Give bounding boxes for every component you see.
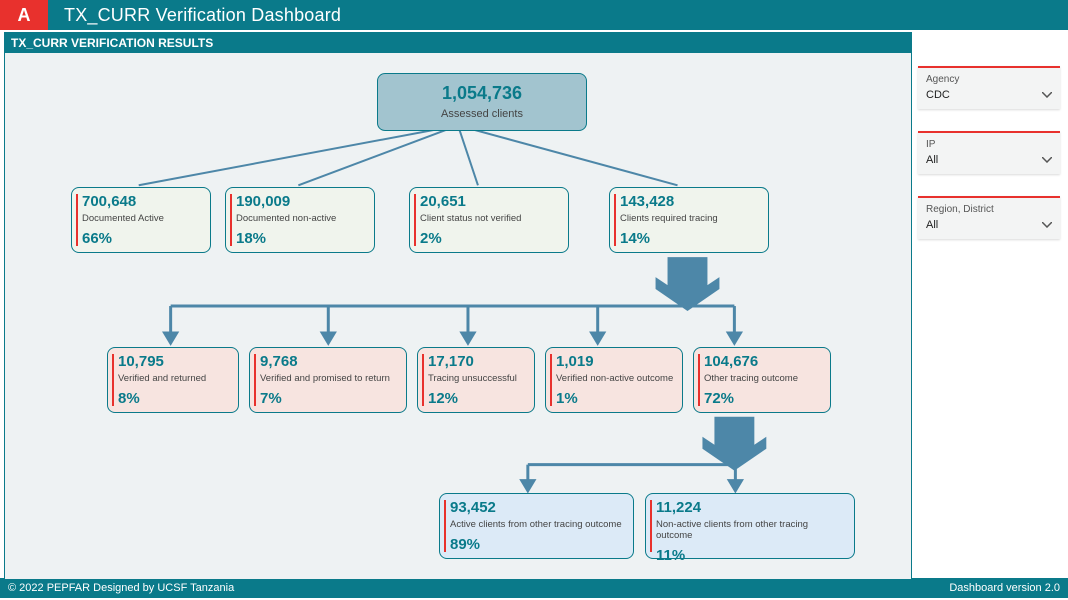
node-percent: 2%: [420, 230, 560, 247]
node-verified-promised: 9,768 Verified and promised to return 7%: [249, 347, 407, 413]
node-tracing-unsuccessful: 17,170 Tracing unsuccessful 12%: [417, 347, 535, 413]
filter-label: IP: [926, 139, 1052, 150]
node-label: Client status not verified: [420, 213, 560, 224]
node-other-tracing: 104,676 Other tracing outcome 72%: [693, 347, 831, 413]
node-required-tracing: 143,428 Clients required tracing 14%: [609, 187, 769, 253]
node-percent: 18%: [236, 230, 366, 247]
filter-label: Region, District: [926, 204, 1052, 215]
chevron-down-icon: [1042, 92, 1052, 98]
accent-bar: [414, 194, 416, 246]
accent-bar: [112, 354, 114, 406]
node-label: Clients required tracing: [620, 213, 760, 224]
node-assessed-clients: 1,054,736 Assessed clients: [377, 73, 587, 131]
accent-bar: [254, 354, 256, 406]
node-label: Documented Active: [82, 213, 202, 224]
node-verified-non-active: 1,019 Verified non-active outcome 1%: [545, 347, 683, 413]
accent-bar: [76, 194, 78, 246]
node-status-not-verified: 20,651 Client status not verified 2%: [409, 187, 569, 253]
node-label: Active clients from other tracing outcom…: [450, 519, 625, 530]
filter-ip[interactable]: IP All: [918, 131, 1060, 174]
node-percent: 12%: [428, 390, 526, 407]
node-percent: 72%: [704, 390, 822, 407]
node-value: 10,795: [118, 354, 230, 371]
node-label: Non-active clients from other tracing ou…: [656, 519, 846, 541]
header: A TX_CURR Verification Dashboard: [0, 0, 1068, 30]
node-label: Verified non-active outcome: [556, 373, 674, 384]
accent-bar: [444, 500, 446, 552]
node-value: 17,170: [428, 354, 526, 371]
panel-title: TX_CURR VERIFICATION RESULTS: [5, 33, 911, 53]
filter-region[interactable]: Region, District All: [918, 196, 1060, 239]
node-value: 93,452: [450, 500, 625, 517]
node-value: 143,428: [620, 194, 760, 211]
node-documented-active: 700,648 Documented Active 66%: [71, 187, 211, 253]
accent-bar: [614, 194, 616, 246]
node-label: Other tracing outcome: [704, 373, 822, 384]
node-value: 104,676: [704, 354, 822, 371]
node-percent: 8%: [118, 390, 230, 407]
page-title: TX_CURR Verification Dashboard: [64, 5, 341, 26]
chevron-down-icon: [1042, 157, 1052, 163]
footer: © 2022 PEPFAR Designed by UCSF Tanzania …: [0, 578, 1068, 598]
node-verified-returned: 10,795 Verified and returned 8%: [107, 347, 239, 413]
node-percent: 14%: [620, 230, 760, 247]
node-percent: 89%: [450, 536, 625, 553]
node-label: Tracing unsuccessful: [428, 373, 526, 384]
footer-version: Dashboard version 2.0: [949, 582, 1060, 594]
node-percent: 1%: [556, 390, 674, 407]
node-value: 9,768: [260, 354, 398, 371]
node-value: 700,648: [82, 194, 202, 211]
node-value: 1,019: [556, 354, 674, 371]
filter-value: All: [926, 219, 938, 231]
node-value: 20,651: [420, 194, 560, 211]
node-documented-non-active: 190,009 Documented non-active 18%: [225, 187, 375, 253]
node-value: 1,054,736: [396, 84, 568, 104]
node-value: 190,009: [236, 194, 366, 211]
node-label: Verified and promised to return: [260, 373, 398, 384]
filter-agency[interactable]: Agency CDC: [918, 66, 1060, 109]
footer-credit: © 2022 PEPFAR Designed by UCSF Tanzania: [8, 582, 234, 594]
node-active-other: 93,452 Active clients from other tracing…: [439, 493, 634, 559]
results-panel: TX_CURR VERIFICATION RESULTS: [4, 32, 912, 580]
node-label: Assessed clients: [396, 108, 568, 120]
header-tag: A: [0, 0, 48, 30]
filter-label: Agency: [926, 74, 1052, 85]
chevron-down-icon: [1042, 222, 1052, 228]
filters-sidebar: Agency CDC IP All Region, District All: [912, 30, 1064, 578]
accent-bar: [650, 500, 652, 552]
accent-bar: [698, 354, 700, 406]
accent-bar: [230, 194, 232, 246]
accent-bar: [422, 354, 424, 406]
accent-bar: [550, 354, 552, 406]
tree-stage: 1,054,736 Assessed clients 700,648 Docum…: [9, 55, 907, 575]
filter-value: CDC: [926, 89, 950, 101]
node-percent: 66%: [82, 230, 202, 247]
node-percent: 7%: [260, 390, 398, 407]
node-label: Documented non-active: [236, 213, 366, 224]
filter-value: All: [926, 154, 938, 166]
node-value: 11,224: [656, 500, 846, 517]
node-non-active-other: 11,224 Non-active clients from other tra…: [645, 493, 855, 559]
node-label: Verified and returned: [118, 373, 230, 384]
node-percent: 11%: [656, 547, 846, 564]
